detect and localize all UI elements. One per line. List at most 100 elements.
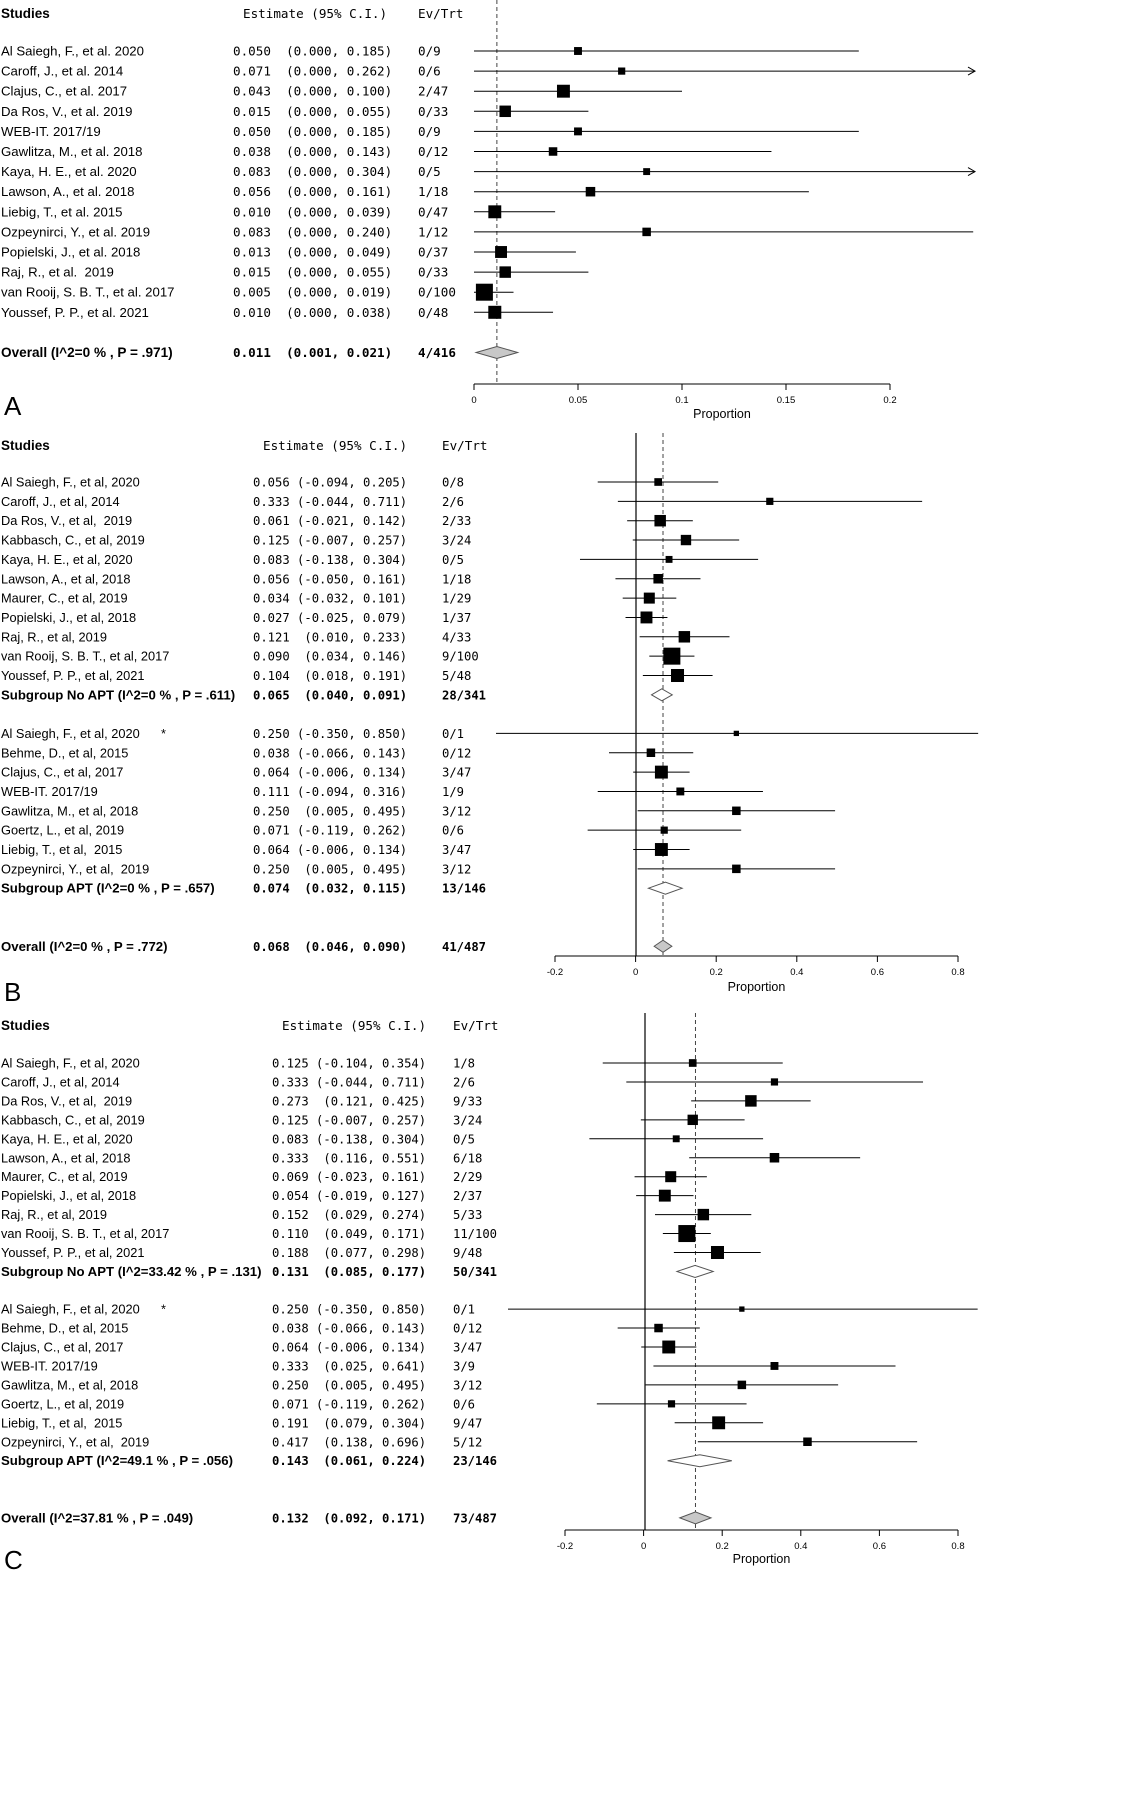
study-label: van Rooij, S. B. T., et al, 2017 <box>1 649 169 664</box>
study-events-total: 5/48 <box>442 669 471 683</box>
study-label: Lawson, A., et al, 2018 <box>1 571 130 586</box>
study-label: van Rooij, S. B. T., et al, 2017 <box>1 1226 169 1241</box>
study-estimate-ci: 0.250 (0.005, 0.495) <box>253 804 407 818</box>
study-label: Gawlitza, M., et al, 2018 <box>1 803 138 818</box>
point-estimate-square <box>671 668 685 683</box>
study-label: WEB-IT. 2017/19 <box>1 124 101 139</box>
forest-panel-b: Studies Estimate (95% C.I.) Ev/Trt Al Saieg… <box>1 433 979 1007</box>
study-events-total: 0/47 <box>418 204 448 219</box>
ci-clipped-arrow <box>967 167 977 177</box>
point-estimate-square <box>665 1171 677 1183</box>
x-tick-label: 0.4 <box>790 967 803 978</box>
study-label: Kabbasch, C., et al, 2019 <box>1 533 145 548</box>
study-estimate-ci: 0.064 (-0.006, 0.134) <box>253 843 407 857</box>
subgroup-summary-estimate-ci: 0.074 (0.032, 0.115) <box>253 882 407 896</box>
study-label: Gawlitza, M., et al, 2018 <box>1 1377 138 1392</box>
subgroup-summary-diamond <box>667 1454 732 1468</box>
study-estimate-ci: 0.038 (-0.066, 0.143) <box>272 1322 426 1336</box>
study-label: Maurer, C., et al, 2019 <box>1 591 128 606</box>
study-events-total: 0/6 <box>442 824 464 838</box>
study-label: Popielski, J., et al, 2018 <box>1 610 136 625</box>
study-events-total: 0/9 <box>418 124 441 139</box>
study-estimate-ci: 0.015 (0.000, 0.055) <box>233 265 392 280</box>
study-events-total: 11/100 <box>453 1227 497 1241</box>
study-events-total: 0/5 <box>453 1132 475 1146</box>
subgroup-summary-events-total: 23/146 <box>453 1454 497 1468</box>
overall-summary-estimate-ci: 0.068 (0.046, 0.090) <box>253 940 407 954</box>
point-estimate-square <box>654 765 668 779</box>
point-estimate-square <box>654 1323 663 1333</box>
study-label: Al Saiegh, F., et al, 2020 * <box>1 1302 166 1317</box>
study-label: Da Ros, V., et al, 2019 <box>1 1093 132 1108</box>
x-tick-label: 0.8 <box>951 1541 964 1552</box>
study-estimate-ci: 0.005 (0.000, 0.019) <box>233 285 392 300</box>
point-estimate-square <box>733 730 739 737</box>
study-label: Da Ros, V., et al, 2019 <box>1 513 132 528</box>
x-tick-label: -0.2 <box>547 967 563 978</box>
study-events-total: 1/12 <box>418 224 448 239</box>
study-label: Clajus, C., et al, 2017 <box>1 765 123 780</box>
panel-label: C <box>4 1545 23 1575</box>
study-events-total: 1/8 <box>453 1057 475 1071</box>
study-events-total: 4/33 <box>442 630 471 644</box>
study-estimate-ci: 0.038 (0.000, 0.143) <box>233 144 392 159</box>
study-estimate-ci: 0.121 (0.010, 0.233) <box>253 630 407 644</box>
study-estimate-ci: 0.034 (-0.032, 0.101) <box>253 592 407 606</box>
study-events-total: 3/12 <box>442 862 471 876</box>
study-estimate-ci: 0.064 (-0.006, 0.134) <box>253 766 407 780</box>
study-events-total: 0/5 <box>418 164 441 179</box>
study-estimate-ci: 0.010 (0.000, 0.038) <box>233 305 392 320</box>
study-events-total: 0/37 <box>418 245 448 260</box>
study-events-total: 1/18 <box>418 184 448 199</box>
subgroup-summary-diamond <box>650 688 674 702</box>
study-events-total: 0/6 <box>418 64 441 79</box>
x-axis-label: Proportion <box>733 1552 791 1566</box>
point-estimate-square <box>667 1400 676 1408</box>
study-events-total: 9/48 <box>453 1246 482 1260</box>
study-estimate-ci: 0.417 (0.138, 0.696) <box>272 1435 426 1449</box>
point-estimate-square <box>737 1380 747 1390</box>
point-estimate-square <box>488 305 502 319</box>
study-estimate-ci: 0.061 (-0.021, 0.142) <box>253 514 407 528</box>
point-estimate-square <box>665 555 673 563</box>
study-label: Ozpeynirci, Y., et al, 2019 <box>1 861 149 876</box>
study-label: Liebig, T., et al, 2015 <box>1 842 122 857</box>
study-label: Liebig, T., et al. 2015 <box>1 204 122 219</box>
point-estimate-square <box>488 205 502 219</box>
overall-summary-estimate-ci: 0.132 (0.092, 0.171) <box>272 1511 426 1525</box>
study-label: Kaya, H. E., et al, 2020 <box>1 552 133 567</box>
study-estimate-ci: 0.083 (-0.138, 0.304) <box>272 1132 426 1146</box>
study-events-total: 2/6 <box>442 495 464 509</box>
overall-summary-events-total: 73/487 <box>453 1511 497 1525</box>
study-estimate-ci: 0.043 (0.000, 0.100) <box>233 84 392 99</box>
study-events-total: 0/100 <box>418 285 456 300</box>
study-label: Al Saiegh, F., et al, 2020 <box>1 1056 140 1071</box>
point-estimate-square <box>548 147 558 156</box>
subgroup-summary-events-total: 28/341 <box>442 688 486 702</box>
x-tick-label: 0.6 <box>871 967 884 978</box>
point-estimate-square <box>499 105 511 118</box>
overall-summary-estimate-ci: 0.011 (0.001, 0.021) <box>233 345 392 360</box>
point-estimate-square <box>697 1208 710 1221</box>
study-label: Behme, D., et al, 2015 <box>1 1321 128 1336</box>
ev-trt-column-header: Ev/Trt <box>453 1018 499 1033</box>
subgroup-summary-events-total: 13/146 <box>442 882 486 896</box>
study-label: Kaya, H. E., et al, 2020 <box>1 1131 133 1146</box>
x-tick-label: 0.05 <box>569 395 588 406</box>
point-estimate-square <box>672 1135 680 1143</box>
study-label: Liebig, T., et al, 2015 <box>1 1415 122 1430</box>
forest-panel-a: Studies Estimate (95% C.I.) Ev/Trt Al Saieg… <box>1 0 977 421</box>
x-tick-label: 0 <box>633 967 638 978</box>
point-estimate-square <box>678 1225 696 1243</box>
study-estimate-ci: 0.125 (-0.007, 0.257) <box>253 534 407 548</box>
study-label: van Rooij, S. B. T., et al. 2017 <box>1 285 175 300</box>
study-estimate-ci: 0.250 (0.005, 0.495) <box>272 1378 426 1392</box>
study-events-total: 0/12 <box>453 1322 482 1336</box>
study-label: Al Saiegh, F., et al, 2020 <box>1 475 140 490</box>
study-estimate-ci: 0.104 (0.018, 0.191) <box>253 669 407 683</box>
overall-summary-label: Overall (I^2=37.81 % , P = .049) <box>1 1510 193 1525</box>
study-label: Raj, R., et al, 2019 <box>1 629 107 644</box>
study-label: Youssef, P. P., et al, 2021 <box>1 668 145 683</box>
x-tick-label: 0.6 <box>873 1541 886 1552</box>
x-tick-label: 0 <box>641 1541 646 1552</box>
